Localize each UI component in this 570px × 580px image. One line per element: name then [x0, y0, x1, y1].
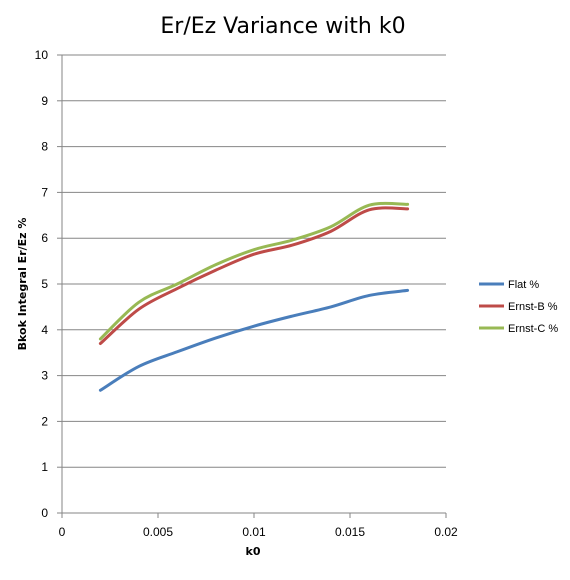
series-line-ernst-b — [98, 206, 410, 346]
legend-label-ernst-c: Ernst-C % — [508, 323, 558, 335]
x-tick-label-3: 0.015 — [335, 525, 365, 539]
y-tick-label-10: 10 — [35, 48, 49, 62]
series-lines — [98, 201, 410, 392]
x-axis-label: k0 — [246, 545, 261, 558]
gridlines — [62, 54, 446, 468]
y-tick-label-9: 9 — [41, 94, 48, 108]
y-tick-label-2: 2 — [41, 414, 48, 428]
x-tick-labels: 0 0.005 0.01 0.015 0.02 — [59, 525, 458, 539]
legend-label-ernst-b: Ernst-B % — [508, 301, 558, 313]
y-tick-label-0: 0 — [41, 506, 48, 520]
series-line-ernst-c — [98, 201, 410, 341]
legend: Flat % Ernst-B % Ernst-C % — [479, 279, 558, 335]
x-tick-label-4: 0.02 — [434, 525, 458, 539]
y-tick-label-5: 5 — [41, 277, 48, 291]
y-tick-label-1: 1 — [41, 460, 48, 474]
y-tick-label-4: 4 — [41, 323, 48, 337]
axes — [57, 54, 447, 518]
x-tick-label-0: 0 — [59, 525, 66, 539]
legend-label-flat: Flat % — [508, 279, 539, 291]
y-tick-label-7: 7 — [41, 185, 48, 199]
x-tick-label-2: 0.01 — [242, 525, 266, 539]
series-line-flat — [98, 288, 410, 392]
y-tick-label-8: 8 — [41, 140, 48, 154]
y-tick-label-6: 6 — [41, 231, 48, 245]
x-tick-label-1: 0.005 — [143, 525, 173, 539]
y-axis-label: Bkok Integral Er/Ez % — [16, 218, 29, 351]
y-tick-label-3: 3 — [41, 369, 48, 383]
y-tick-labels: 0 1 2 3 4 5 6 7 8 9 10 — [35, 48, 49, 520]
chart-title: Er/Ez Variance with k0 — [160, 14, 405, 39]
